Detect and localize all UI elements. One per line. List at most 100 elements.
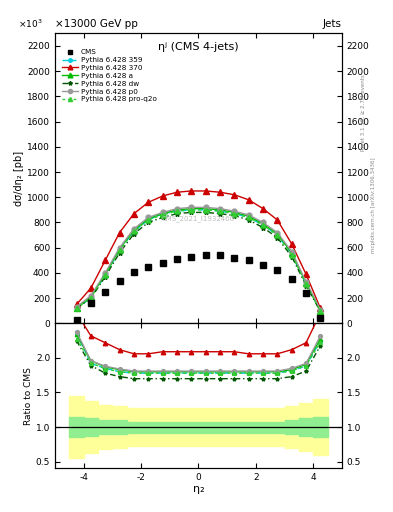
Pythia 6.428 a: [318, 308, 323, 314]
Pythia 6.428 dw: [318, 308, 323, 314]
Pythia 6.428 p0: [132, 226, 136, 232]
Pythia 6.428 dw: [275, 234, 280, 241]
CMS: [261, 262, 265, 268]
Pythia 6.428 359: [246, 215, 251, 221]
Y-axis label: dσ/dη₂ [pb]: dσ/dη₂ [pb]: [15, 151, 24, 206]
CMS: [174, 256, 179, 262]
Pythia 6.428 359: [132, 228, 136, 234]
Pythia 6.428 pro-q2o: [289, 251, 294, 258]
Pythia 6.428 359: [189, 207, 194, 213]
Line: CMS: CMS: [74, 252, 323, 323]
Pythia 6.428 pro-q2o: [275, 232, 280, 238]
CMS: [88, 300, 93, 306]
Pythia 6.428 pro-q2o: [146, 217, 151, 223]
Pythia 6.428 a: [304, 280, 309, 286]
Pythia 6.428 p0: [117, 245, 122, 251]
Line: Pythia 6.428 a: Pythia 6.428 a: [74, 206, 323, 313]
Pythia 6.428 pro-q2o: [174, 208, 179, 214]
Y-axis label: Ratio to CMS: Ratio to CMS: [24, 367, 33, 425]
Line: Pythia 6.428 p0: Pythia 6.428 p0: [74, 205, 323, 312]
Pythia 6.428 359: [232, 210, 237, 217]
Pythia 6.428 p0: [218, 205, 222, 211]
Pythia 6.428 370: [117, 229, 122, 236]
Pythia 6.428 p0: [232, 208, 237, 214]
Pythia 6.428 359: [117, 247, 122, 253]
Pythia 6.428 p0: [289, 248, 294, 254]
CMS: [318, 315, 323, 321]
Pythia 6.428 dw: [232, 212, 237, 219]
Pythia 6.428 p0: [304, 279, 309, 285]
Pythia 6.428 a: [117, 246, 122, 252]
Text: mcplots.cern.ch [arXiv:1306.3436]: mcplots.cern.ch [arXiv:1306.3436]: [371, 157, 376, 252]
Pythia 6.428 dw: [203, 209, 208, 216]
Pythia 6.428 370: [146, 199, 151, 205]
Pythia 6.428 pro-q2o: [103, 272, 108, 278]
Text: CMS_2021_I1932460: CMS_2021_I1932460: [162, 216, 235, 222]
CMS: [289, 276, 294, 282]
Pythia 6.428 359: [160, 210, 165, 217]
Pythia 6.428 pro-q2o: [88, 294, 93, 301]
Pythia 6.428 370: [218, 189, 222, 195]
Line: Pythia 6.428 359: Pythia 6.428 359: [74, 208, 323, 313]
Text: Rivet 3.1.10, ≥ 2.7M events: Rivet 3.1.10, ≥ 2.7M events: [361, 74, 366, 151]
Pythia 6.428 a: [160, 210, 165, 217]
Pythia 6.428 pro-q2o: [203, 207, 208, 213]
Line: Pythia 6.428 370: Pythia 6.428 370: [74, 188, 323, 311]
Pythia 6.428 dw: [218, 210, 222, 217]
Pythia 6.428 359: [203, 207, 208, 213]
Pythia 6.428 370: [318, 305, 323, 311]
Pythia 6.428 p0: [174, 205, 179, 211]
Pythia 6.428 359: [174, 208, 179, 214]
Pythia 6.428 dw: [132, 231, 136, 237]
Text: $\times10^3$: $\times10^3$: [18, 18, 42, 30]
Pythia 6.428 370: [275, 217, 280, 223]
Pythia 6.428 359: [88, 295, 93, 301]
Pythia 6.428 p0: [74, 304, 79, 310]
Pythia 6.428 a: [88, 294, 93, 300]
Pythia 6.428 a: [74, 305, 79, 311]
CMS: [74, 316, 79, 323]
Pythia 6.428 pro-q2o: [318, 308, 323, 314]
Pythia 6.428 p0: [160, 209, 165, 216]
Pythia 6.428 pro-q2o: [232, 210, 237, 217]
Pythia 6.428 359: [261, 222, 265, 228]
Pythia 6.428 359: [304, 281, 309, 287]
Text: ×13000 GeV pp: ×13000 GeV pp: [55, 18, 138, 29]
CMS: [304, 290, 309, 296]
Pythia 6.428 359: [146, 217, 151, 223]
Pythia 6.428 dw: [88, 295, 93, 301]
Pythia 6.428 370: [132, 210, 136, 217]
Pythia 6.428 370: [261, 205, 265, 211]
CMS: [103, 289, 108, 295]
Pythia 6.428 359: [218, 208, 222, 214]
Pythia 6.428 a: [132, 227, 136, 233]
Pythia 6.428 p0: [246, 212, 251, 218]
Pythia 6.428 p0: [318, 307, 323, 313]
Pythia 6.428 359: [289, 251, 294, 257]
Pythia 6.428 pro-q2o: [246, 215, 251, 221]
Pythia 6.428 a: [275, 231, 280, 237]
Pythia 6.428 370: [88, 285, 93, 291]
Pythia 6.428 p0: [203, 204, 208, 210]
Pythia 6.428 p0: [88, 292, 93, 298]
Pythia 6.428 p0: [146, 215, 151, 221]
Pythia 6.428 dw: [74, 305, 79, 311]
Pythia 6.428 pro-q2o: [74, 305, 79, 311]
Legend: CMS, Pythia 6.428 359, Pythia 6.428 370, Pythia 6.428 a, Pythia 6.428 dw, Pythia: CMS, Pythia 6.428 359, Pythia 6.428 370,…: [61, 49, 158, 103]
Pythia 6.428 pro-q2o: [117, 247, 122, 253]
Pythia 6.428 370: [246, 197, 251, 203]
CMS: [218, 252, 222, 259]
Pythia 6.428 370: [103, 257, 108, 263]
Pythia 6.428 p0: [189, 204, 194, 210]
Pythia 6.428 dw: [189, 209, 194, 216]
Pythia 6.428 pro-q2o: [160, 212, 165, 218]
CMS: [160, 260, 165, 266]
Pythia 6.428 a: [232, 209, 237, 216]
Pythia 6.428 359: [74, 305, 79, 311]
Pythia 6.428 a: [218, 207, 222, 213]
Pythia 6.428 370: [289, 241, 294, 247]
Pythia 6.428 dw: [261, 224, 265, 230]
Pythia 6.428 p0: [275, 229, 280, 236]
Pythia 6.428 370: [174, 189, 179, 195]
Pythia 6.428 pro-q2o: [189, 207, 194, 213]
